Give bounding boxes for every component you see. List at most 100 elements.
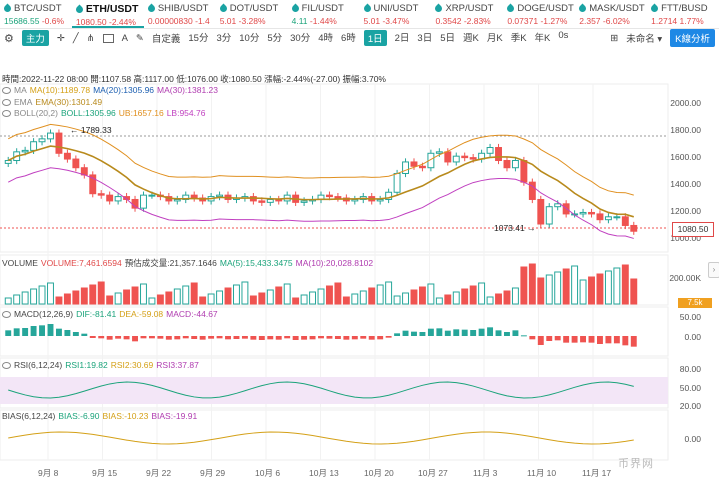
tab-eth-usdt[interactable]: ETH/USDT 1080.50 -2.44%	[71, 0, 144, 28]
macd-bar	[613, 336, 620, 344]
macd-bar	[351, 336, 358, 340]
macd-bar	[106, 336, 113, 340]
macd-bar	[165, 336, 172, 340]
line-tool-icon[interactable]: ╱	[72, 32, 79, 44]
eye-icon[interactable]	[2, 86, 11, 94]
macd-bar	[233, 336, 240, 339]
macd-bar	[343, 336, 350, 340]
interval-button[interactable]: 5分	[267, 33, 283, 44]
candle-body	[486, 147, 494, 154]
tab-symbol: MASK/USDT	[589, 3, 645, 14]
interval-button[interactable]: 季K	[510, 33, 527, 44]
candle-body	[300, 200, 308, 203]
volume-bar	[630, 278, 638, 305]
ma-legend: MA MA(10):1189.78 MA(20):1305.96 MA(30):…	[2, 85, 218, 95]
interval-button[interactable]: 0s	[558, 30, 569, 41]
rsi-line	[8, 381, 634, 399]
tab-price: 2.357	[579, 16, 601, 26]
macd-bar	[427, 328, 434, 336]
pitchfork-icon[interactable]: ⋔	[86, 32, 95, 44]
tab-doge-usdt[interactable]: DOGE/USDT 0.07371 -1.27%	[503, 0, 575, 28]
macd-bar	[157, 336, 164, 339]
eye-icon[interactable]	[2, 109, 11, 117]
candle-body	[495, 147, 502, 162]
macd-bar	[394, 333, 401, 336]
template-select[interactable]: 未命名 ▾	[626, 34, 663, 45]
brush-tool-icon[interactable]: ✎	[135, 32, 144, 44]
text-tool-icon[interactable]: A	[121, 32, 128, 44]
eye-icon[interactable]	[2, 361, 11, 369]
interval-button[interactable]: 3分	[216, 33, 232, 44]
interval-button[interactable]: 月K	[486, 33, 503, 44]
tab-ftt-busd[interactable]: FTT/BUSD 1.2714 1.77%	[647, 0, 719, 28]
tab-change: -3.28%	[238, 16, 266, 26]
macd-bar	[241, 336, 248, 339]
candle-body	[621, 216, 629, 226]
macd-bar	[554, 336, 561, 341]
interval-button[interactable]: 4時	[318, 33, 334, 44]
cursor-icon[interactable]: ✛	[56, 32, 65, 44]
macd-bar	[309, 336, 316, 340]
tab-dot-usdt[interactable]: DOT/USDT 5.01 -3.28%	[216, 0, 288, 28]
main-chart-button[interactable]: 主力	[21, 30, 49, 46]
settings-icon[interactable]: ⚙	[4, 32, 14, 45]
tab-shib-usdt[interactable]: SHIB/USDT 0.00000830 -1.4	[144, 0, 216, 28]
custom-interval-button[interactable]: 自定義	[151, 34, 181, 45]
candle-body	[55, 132, 63, 154]
candle-body	[63, 152, 71, 160]
macd-bar	[377, 336, 384, 340]
bias-line	[8, 431, 634, 445]
volume-bar	[55, 296, 63, 305]
tab-uni-usdt[interactable]: UNI/USDT 5.01 -3.47%	[360, 0, 432, 28]
macd-bar	[588, 336, 595, 343]
interval-button[interactable]: 10分	[239, 33, 260, 44]
interval-button[interactable]: 15分	[188, 33, 209, 44]
volume-bar	[562, 268, 570, 305]
volume-bar	[579, 279, 587, 305]
tab-price: 5.01	[363, 16, 381, 26]
candle-body	[435, 151, 443, 154]
tab-mask-usdt[interactable]: MASK/USDT 2.357 -6.02%	[575, 0, 647, 28]
macd-bar	[275, 336, 282, 340]
interval-button[interactable]: 2日	[394, 33, 410, 44]
interval-button[interactable]: 6時	[341, 33, 356, 44]
tab-change: -2.44%	[109, 17, 136, 27]
tab-price: 5.01	[219, 16, 237, 26]
kline-analysis-button[interactable]: K線分析	[670, 29, 715, 47]
candle-body	[461, 155, 469, 159]
bias-legend: BIAS(6,12,24) BIAS:-6.90 BIAS:-10.23 BIA…	[2, 411, 198, 421]
time-axis-label: 11月 17	[582, 468, 612, 478]
macd-bar	[461, 329, 468, 336]
eye-icon[interactable]	[2, 98, 11, 106]
interval-button[interactable]: 年K	[534, 33, 551, 44]
layout-icon[interactable]: ⊞	[610, 32, 619, 44]
rectangle-tool-icon[interactable]	[102, 33, 114, 43]
interval-button[interactable]: 1日	[363, 30, 387, 46]
interval-button[interactable]: 30分	[290, 33, 311, 44]
macd-bar	[174, 336, 181, 340]
macd-bar	[148, 336, 155, 339]
volume-bar	[486, 296, 494, 305]
macd-bar	[208, 336, 215, 339]
interval-button[interactable]: 5日	[440, 33, 455, 44]
candle-body	[266, 198, 274, 203]
candle-body	[427, 152, 435, 169]
candle-body	[444, 151, 452, 163]
eye-icon[interactable]	[2, 310, 11, 318]
macd-bar	[132, 336, 138, 342]
panel-frame	[0, 254, 669, 306]
symbol-tabs: BTC/USDT 15686.55 -0.6% ETH/USDT 1080.50 -2…	[0, 0, 719, 29]
scroll-right-button[interactable]: ›	[708, 262, 719, 278]
volume-bar	[182, 285, 190, 305]
tab-xrp-usdt[interactable]: XRP/USDT 0.3542 -2.83%	[431, 0, 503, 28]
interval-button[interactable]: 週K	[463, 33, 479, 44]
interval-button[interactable]: 3日	[417, 33, 433, 44]
tab-btc-usdt[interactable]: BTC/USDT 15686.55 -0.6%	[0, 0, 72, 28]
macd-bar	[123, 336, 130, 340]
tab-fil-usdt[interactable]: FIL/USDT 4.11 -1.44%	[288, 0, 360, 28]
macd-axis-label: 50.00	[679, 312, 701, 322]
volume-bar	[266, 289, 274, 305]
panel-frame	[0, 409, 669, 461]
macd-bar	[385, 336, 392, 338]
